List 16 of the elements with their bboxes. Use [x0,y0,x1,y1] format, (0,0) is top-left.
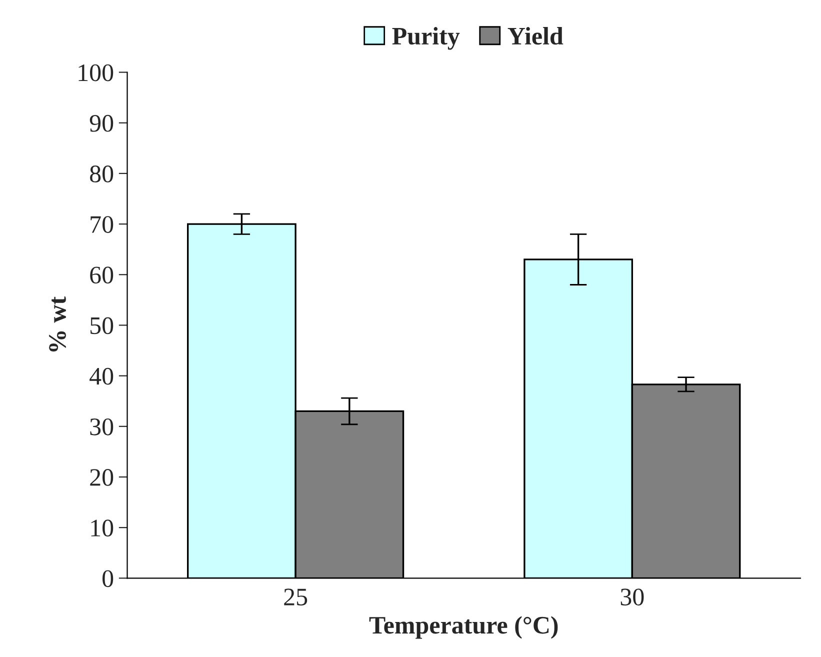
y-axis-title: % wt [49,296,66,352]
x-tick-label: 25 [284,588,308,606]
legend-label: Purity [392,27,460,50]
y-tick-label: 0 [102,570,114,588]
y-tick-label: 100 [78,64,114,82]
y-tick-label: 90 [90,114,114,132]
y-tick-label: 20 [90,469,114,486]
legend-label: Yield [508,27,564,45]
y-tick-label: 40 [90,368,114,385]
y-tick-label: 80 [90,165,114,182]
y-tick-label: 60 [90,266,114,284]
y-tick-label: 50 [90,317,114,334]
y-tick-label: 30 [90,418,114,436]
y-tick-label: 10 [91,520,114,536]
x-axis-title: Temperature (°C) [369,616,558,639]
y-tick-label: 70 [90,216,114,233]
